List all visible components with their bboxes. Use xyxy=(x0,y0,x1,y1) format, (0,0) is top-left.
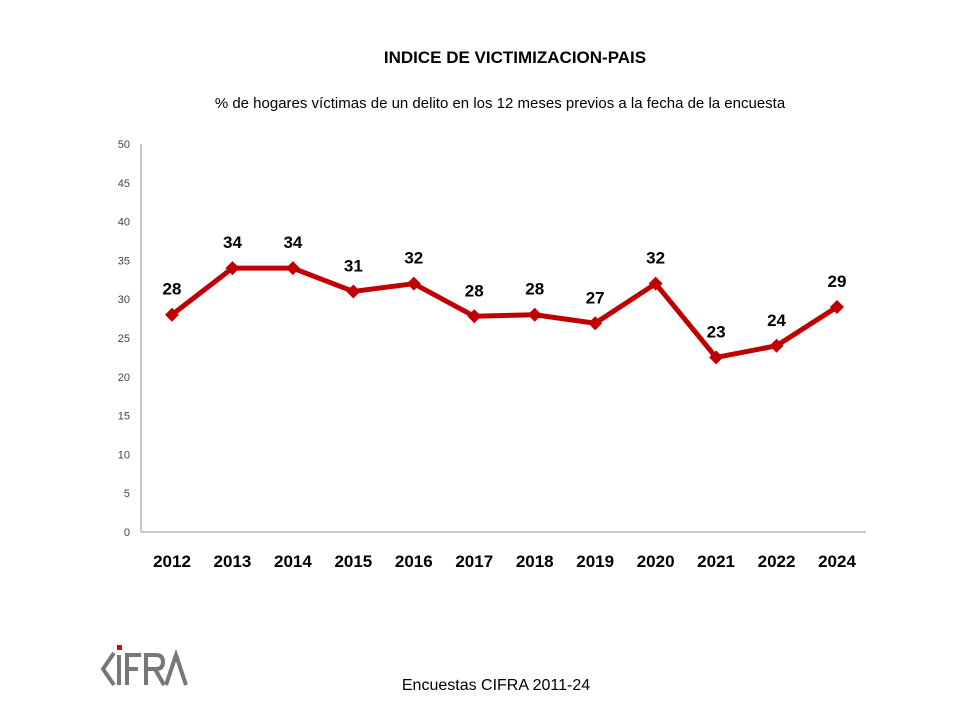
x-tick-label: 2015 xyxy=(334,552,372,571)
data-label: 34 xyxy=(283,233,302,252)
data-point-marker xyxy=(709,350,724,365)
x-tick-label: 2014 xyxy=(274,552,312,571)
cifra-logo xyxy=(100,645,188,687)
data-label: 28 xyxy=(525,280,544,299)
x-tick-label: 2017 xyxy=(455,552,493,571)
x-tick-label: 2013 xyxy=(214,552,252,571)
data-point-marker xyxy=(225,261,240,276)
data-label: 31 xyxy=(344,256,363,275)
source-note: Encuestas CIFRA 2011-24 xyxy=(401,677,591,694)
data-point-marker xyxy=(830,299,844,314)
y-tick-label: 35 xyxy=(118,255,130,267)
data-point-marker xyxy=(285,261,300,276)
x-tick-label: 2018 xyxy=(516,552,554,571)
y-tick-label: 30 xyxy=(118,294,130,306)
data-point-marker xyxy=(165,307,179,322)
y-tick-label: 50 xyxy=(118,139,130,151)
data-label: 27 xyxy=(586,288,605,307)
data-point-marker xyxy=(769,338,784,353)
y-tick-label: 0 xyxy=(124,527,130,539)
y-tick-label: 40 xyxy=(118,217,130,229)
y-tick-label: 5 xyxy=(124,488,130,500)
chart-subtitle: % de hogares víctimas de un delito en lo… xyxy=(214,95,786,112)
data-point-marker xyxy=(467,309,482,324)
x-tick-label: 2016 xyxy=(395,552,433,571)
x-tick-label: 2024 xyxy=(818,552,856,571)
data-label: 32 xyxy=(646,249,665,268)
y-tick-label: 45 xyxy=(118,178,130,190)
x-tick-label: 2020 xyxy=(637,552,675,571)
y-tick-label: 10 xyxy=(118,449,130,461)
x-tick-label: 2022 xyxy=(758,552,796,571)
y-tick-label: 25 xyxy=(118,333,130,345)
data-label: 23 xyxy=(707,322,726,341)
data-point-marker xyxy=(527,307,542,322)
x-tick-label: 2019 xyxy=(576,552,614,571)
x-tick-label: 2021 xyxy=(697,552,735,571)
data-label: 32 xyxy=(404,249,423,268)
y-tick-label: 20 xyxy=(118,372,130,384)
data-point-marker xyxy=(406,276,421,291)
data-label: 34 xyxy=(223,233,242,252)
x-tick-label: 2012 xyxy=(153,552,191,571)
data-label: 29 xyxy=(828,272,847,291)
data-point-marker xyxy=(648,276,663,291)
data-label: 24 xyxy=(767,311,786,330)
data-point-marker xyxy=(346,284,361,299)
data-point-marker xyxy=(588,316,603,331)
data-label: 28 xyxy=(163,280,182,299)
data-label: 28 xyxy=(465,281,484,300)
series-line xyxy=(170,265,839,360)
chart-title: INDICE DE VICTIMIZACION-PAIS xyxy=(383,48,647,67)
y-tick-label: 15 xyxy=(118,411,130,423)
